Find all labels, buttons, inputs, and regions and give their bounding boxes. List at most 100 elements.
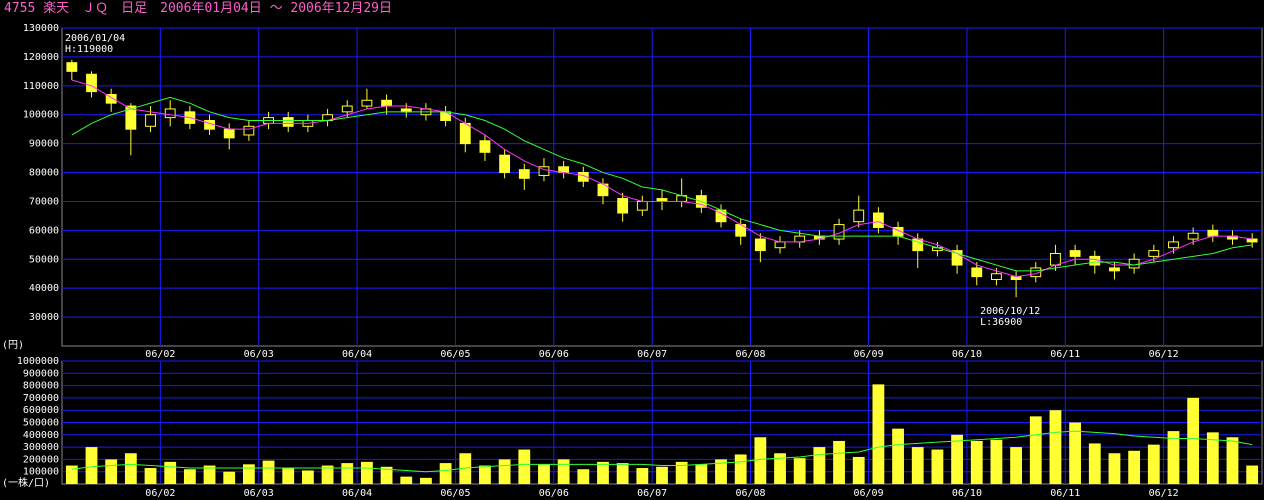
y-tick-label: 700000 <box>23 393 59 404</box>
candle-body <box>479 140 491 153</box>
volume-bar <box>321 465 334 484</box>
x-tick-label: 06/12 <box>1149 349 1179 360</box>
candle-body <box>1030 267 1042 278</box>
candle-body <box>538 166 550 176</box>
x-tick-label: 06/04 <box>342 349 372 360</box>
candle-body <box>1050 252 1061 266</box>
volume-bar <box>656 466 668 484</box>
volume-bar <box>695 464 708 484</box>
volume-bar <box>400 476 413 484</box>
y-tick-label: 900000 <box>23 368 59 379</box>
x-tick-label: 06/09 <box>854 349 884 360</box>
candle-body <box>243 125 255 136</box>
y-tick-label: 110000 <box>23 81 59 92</box>
x-tick-label: 06/08 <box>735 349 765 360</box>
y-tick-label: 50000 <box>29 254 59 265</box>
volume-bar <box>164 461 177 484</box>
volume-bar <box>1128 450 1141 484</box>
candle-body <box>853 209 865 223</box>
volume-bar <box>1226 437 1239 484</box>
volume-bar <box>1029 416 1042 484</box>
candle-body <box>223 128 235 139</box>
volume-bar <box>144 468 157 484</box>
candle-body <box>440 111 452 122</box>
y-tick-label: 80000 <box>29 168 59 179</box>
candle-body <box>1069 250 1081 257</box>
x-tick-label: 06/03 <box>244 488 274 499</box>
y-tick-label: 100000 <box>23 467 59 478</box>
annotation: H:119000 <box>65 44 113 55</box>
y-axis-label: (一株/口) <box>2 476 50 489</box>
x-tick-label: 06/11 <box>1050 488 1080 499</box>
moving-average-line <box>71 96 1253 272</box>
volume-bar <box>833 440 845 484</box>
moving-average-line <box>71 430 1253 473</box>
volume-bar <box>872 384 885 484</box>
y-tick-label: 800000 <box>23 381 59 392</box>
y-tick-label: 60000 <box>29 225 59 236</box>
y-tick-label: 1000000 <box>17 356 59 367</box>
volume-bar <box>203 465 216 484</box>
candle-body <box>125 105 137 130</box>
volume-bar <box>183 469 196 484</box>
x-tick-label: 06/05 <box>440 349 470 360</box>
x-tick-label: 06/06 <box>539 488 569 499</box>
volume-bar <box>498 459 511 484</box>
volume-bar <box>361 461 373 484</box>
candle-body <box>1246 238 1258 243</box>
candle-body <box>1168 241 1179 249</box>
candle-body <box>341 105 353 113</box>
volume-bar <box>1246 465 1259 484</box>
volume-bar <box>85 447 98 484</box>
candle-body <box>518 169 530 179</box>
y-tick-label: 40000 <box>29 283 59 294</box>
volume-bar <box>420 477 432 484</box>
y-tick-label: 130000 <box>23 23 59 34</box>
volume-bar <box>302 470 314 484</box>
candle-body <box>86 73 97 93</box>
volume-bar <box>911 447 924 484</box>
volume-bar <box>1088 443 1101 484</box>
y-axis-label: (円) <box>2 340 24 351</box>
x-tick-label: 06/04 <box>342 488 372 499</box>
candle-body <box>145 114 156 127</box>
candle-body <box>1148 250 1160 257</box>
candle-body <box>499 154 511 174</box>
y-tick-label: 500000 <box>23 418 59 429</box>
volume-bar <box>774 453 786 484</box>
candle-body <box>282 117 294 127</box>
y-tick-label: 200000 <box>23 454 59 465</box>
volume-bar <box>105 459 118 484</box>
volume-bar <box>1167 431 1180 484</box>
panel-frame <box>61 27 1263 347</box>
volume-bar <box>65 465 78 484</box>
candle-body <box>381 99 393 107</box>
candle-body <box>971 267 983 278</box>
y-tick-label: 30000 <box>29 312 59 323</box>
volume-bar <box>597 461 609 484</box>
y-tick-label: 90000 <box>29 139 59 150</box>
y-tick-label: 100000 <box>23 110 59 121</box>
x-tick-label: 06/08 <box>735 488 765 499</box>
volume-bar <box>538 464 550 484</box>
x-tick-label: 06/09 <box>854 488 884 499</box>
volume-bar <box>341 463 354 484</box>
volume-bar <box>970 440 983 484</box>
candle-body <box>164 108 176 119</box>
volume-bar <box>892 428 904 484</box>
volume-bar <box>439 463 452 484</box>
volume-bar <box>852 456 865 484</box>
volume-bar <box>636 468 649 484</box>
y-tick-label: 300000 <box>23 442 59 453</box>
volume-bar <box>616 463 629 484</box>
annotation: 2006/10/12 <box>980 306 1040 317</box>
volume-bar <box>715 459 727 484</box>
volume-bar <box>1187 397 1200 484</box>
volume-bar <box>124 453 137 484</box>
candle-body <box>66 62 78 72</box>
x-tick-label: 06/03 <box>244 349 274 360</box>
x-tick-label: 06/02 <box>145 349 175 360</box>
annotation: 2006/01/04 <box>65 33 125 44</box>
volume-bar <box>1010 447 1022 484</box>
